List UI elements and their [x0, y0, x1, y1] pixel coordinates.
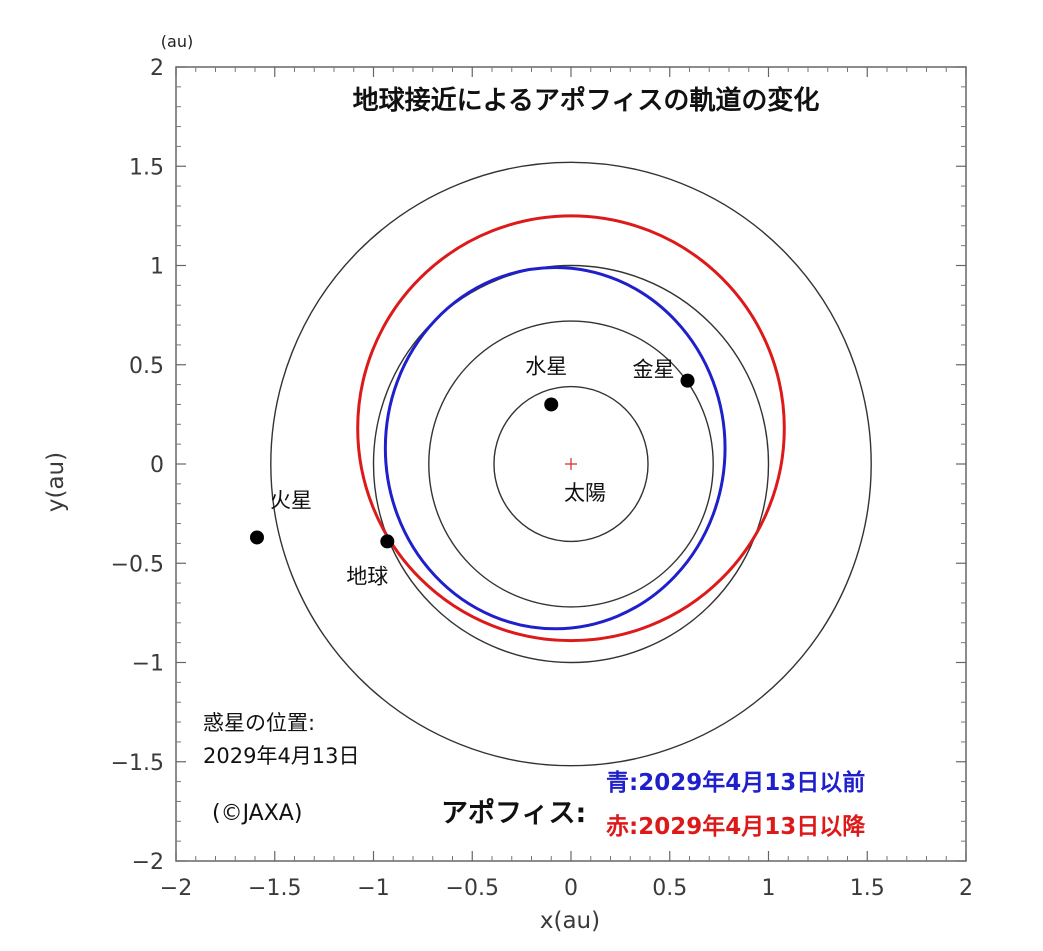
- apophis-legend-label: アポフィス:: [441, 798, 586, 829]
- legend-item-after: 赤:2029年4月13日以降: [606, 813, 866, 840]
- annotation-layer: 地球接近によるアポフィスの軌道の変化 (au) y(au) x(au) 惑星の位…: [43, 32, 866, 934]
- apophis-orbit-after: [356, 214, 786, 643]
- planet-orbit-4: [270, 161, 872, 767]
- apophis-orbit-before: [383, 265, 727, 631]
- planet-orbit-3: [372, 264, 770, 664]
- y-axis-label: y(au): [43, 452, 69, 512]
- x-tick-label-1-5: 1.5: [850, 876, 885, 901]
- x-tick-label-0: 0: [564, 876, 578, 901]
- planet-position-note-line-1: 惑星の位置:: [203, 711, 315, 735]
- y-tick-label-2: −2: [132, 850, 164, 875]
- planet-orbit-1: [493, 385, 649, 543]
- x-tick-label-1-5: −1.5: [248, 876, 301, 901]
- x-axis-label: x(au): [540, 908, 600, 934]
- planet-label-3: 地球: [346, 564, 388, 588]
- y-tick-label-0: 0: [150, 453, 164, 478]
- planet-point-2: [680, 373, 695, 388]
- y-tick-label-0-5: 0.5: [129, 354, 164, 379]
- y-tick-label-1-5: −1.5: [111, 751, 164, 776]
- x-tick-label-2: 2: [959, 876, 973, 901]
- y-tick-label-0-5: −0.5: [111, 552, 164, 577]
- planet-point-1: [544, 397, 559, 412]
- y-tick-label-1: 1: [150, 255, 164, 280]
- y-axis-unit-label: (au): [161, 32, 193, 51]
- x-tick-label-0-5: 0.5: [652, 876, 687, 901]
- planet-label-4: 火星: [270, 488, 312, 512]
- chart-title: 地球接近によるアポフィスの軌道の変化: [353, 85, 820, 116]
- planet-position-note-line-2: 2029年4月13日: [203, 744, 360, 768]
- copyright-label: (©JAXA): [212, 801, 302, 826]
- y-tick-label-1: −1: [132, 652, 164, 677]
- planet-point-3: [380, 534, 395, 549]
- x-tick-label-1: 1: [762, 876, 776, 901]
- planet-orbit-2: [428, 320, 714, 608]
- legend-item-before: 青:2029年4月13日以前: [606, 769, 865, 796]
- x-tick-label-0-5: −0.5: [446, 876, 499, 901]
- tick-layer: −2 −1.5 −1 −0.5 0 0.5 1 1.5 2 −2 −1.5 −1 −0.5 0 0.5 1 1.…: [111, 56, 973, 901]
- x-tick-label-1: −1: [357, 876, 389, 901]
- planet-label-1: 水星: [525, 354, 567, 378]
- y-tick-label-2: 2: [150, 56, 164, 81]
- y-tick-label-1-5: 1.5: [129, 155, 164, 180]
- planet-label-2: 金星: [633, 358, 675, 382]
- planet-point-4: [249, 530, 264, 545]
- x-tick-label-2: −2: [160, 876, 192, 901]
- sun-label: 太陽: [564, 481, 606, 505]
